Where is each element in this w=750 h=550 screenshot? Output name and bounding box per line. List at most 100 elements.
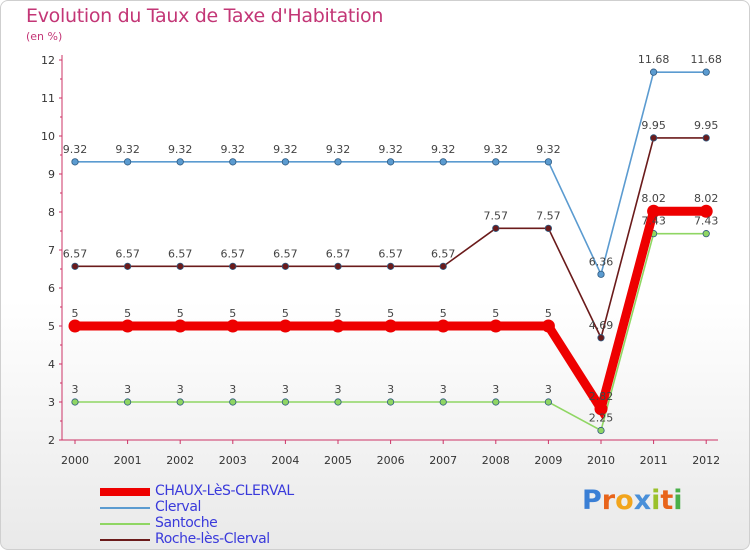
data-point <box>281 262 289 270</box>
data-point <box>124 158 132 166</box>
data-label: 6.57 <box>431 247 456 260</box>
data-label: 9.32 <box>115 143 140 156</box>
data-point <box>492 398 500 406</box>
data-label: 6.57 <box>378 247 403 260</box>
data-label: 9.32 <box>484 143 509 156</box>
data-point <box>176 158 184 166</box>
series-line <box>75 71 707 277</box>
legend-swatch <box>100 539 150 541</box>
data-point <box>699 204 713 218</box>
data-label: 3 <box>492 383 499 396</box>
legend-swatch <box>100 488 150 496</box>
data-label: 7.57 <box>484 209 509 222</box>
data-label: 4.69 <box>589 319 614 332</box>
data-label: 11.68 <box>638 53 670 66</box>
data-point <box>439 398 447 406</box>
legend-label: Roche-lès-Clerval <box>155 531 270 547</box>
data-point <box>334 398 342 406</box>
x-tick-label: 2011 <box>640 454 668 467</box>
data-label: 3 <box>387 383 394 396</box>
data-point <box>647 204 661 218</box>
data-point <box>597 270 605 278</box>
data-label: 9.32 <box>431 143 456 156</box>
y-tick-label: 11 <box>41 92 55 105</box>
data-label: 11.68 <box>690 53 722 66</box>
data-point <box>702 230 710 238</box>
data-label: 7.43 <box>694 215 719 228</box>
logo-letter: i <box>673 485 683 516</box>
data-point <box>121 319 135 333</box>
y-tick-label: 8 <box>48 206 55 219</box>
data-point <box>544 224 553 232</box>
x-tick-label: 2012 <box>692 454 720 467</box>
data-label: 9.32 <box>536 143 561 156</box>
data-point <box>281 158 289 166</box>
data-point <box>173 319 187 333</box>
unit-label: (en %) <box>26 30 63 43</box>
data-label: 5 <box>229 307 236 320</box>
logo-letter: o <box>615 485 634 516</box>
data-point <box>386 398 395 406</box>
y-tick-label: 3 <box>48 396 55 409</box>
data-label: 9.32 <box>63 143 88 156</box>
data-label: 9.95 <box>694 119 719 132</box>
logo-letter: x <box>633 485 652 516</box>
data-label: 6.36 <box>589 255 614 268</box>
data-point <box>597 334 605 342</box>
data-label: 5 <box>440 307 447 320</box>
x-tick-label: 2002 <box>166 454 194 467</box>
data-point <box>229 262 237 270</box>
y-tick-label: 4 <box>48 358 55 371</box>
data-point <box>71 262 79 270</box>
y-tick-label: 5 <box>48 320 55 333</box>
data-point <box>386 262 395 270</box>
data-point <box>229 158 237 166</box>
data-point <box>176 398 184 406</box>
line-chart: 2 3 4 5 6 7 8 9 10 11 12 2000 2001 2002 2003 2004 2005 20… <box>41 53 722 467</box>
data-point <box>176 262 184 270</box>
data-label: 9.32 <box>273 143 298 156</box>
data-label: 6.57 <box>63 247 88 260</box>
data-point <box>124 262 132 270</box>
data-point <box>439 262 447 270</box>
data-point <box>649 134 658 142</box>
data-point <box>492 224 500 232</box>
data-label: 2.25 <box>589 412 614 425</box>
logo-letter: i <box>651 485 661 516</box>
y-tick-label: 10 <box>41 130 55 143</box>
y-tick-label: 12 <box>41 54 55 67</box>
logo-letter: P <box>582 485 602 516</box>
proxiti-logo: Proxiti <box>582 485 683 516</box>
data-label: 9.32 <box>221 143 246 156</box>
legend-label: Clerval <box>155 499 201 515</box>
data-point <box>544 398 553 406</box>
data-label: 3 <box>282 383 289 396</box>
data-point <box>436 319 450 333</box>
data-point <box>68 319 82 333</box>
data-point <box>334 158 342 166</box>
data-point <box>597 426 605 435</box>
data-point <box>71 158 79 166</box>
logo-letter: t <box>660 485 674 516</box>
x-tick-label: 2008 <box>482 454 510 467</box>
legend-swatch <box>100 523 150 525</box>
data-label: 5 <box>492 307 499 320</box>
x-tick-label: 2010 <box>587 454 615 467</box>
y-tick-label: 7 <box>48 244 55 257</box>
data-point <box>281 398 289 406</box>
legend-label: CHAUX-LèS-CLERVAL <box>155 483 294 499</box>
data-point <box>71 398 79 406</box>
data-point <box>594 402 608 416</box>
chart-title: Evolution du Taux de Taxe d'Habitation <box>26 5 384 27</box>
legend-swatch <box>100 507 150 509</box>
logo-letter: r <box>601 485 616 516</box>
data-point <box>386 158 395 166</box>
data-point <box>331 319 345 333</box>
data-point <box>226 319 240 333</box>
data-label: 5 <box>282 307 289 320</box>
y-tick-label: 2 <box>48 434 55 447</box>
data-label: 6.57 <box>221 247 246 260</box>
legend-label: Santoche <box>155 515 218 531</box>
data-point <box>702 134 710 142</box>
